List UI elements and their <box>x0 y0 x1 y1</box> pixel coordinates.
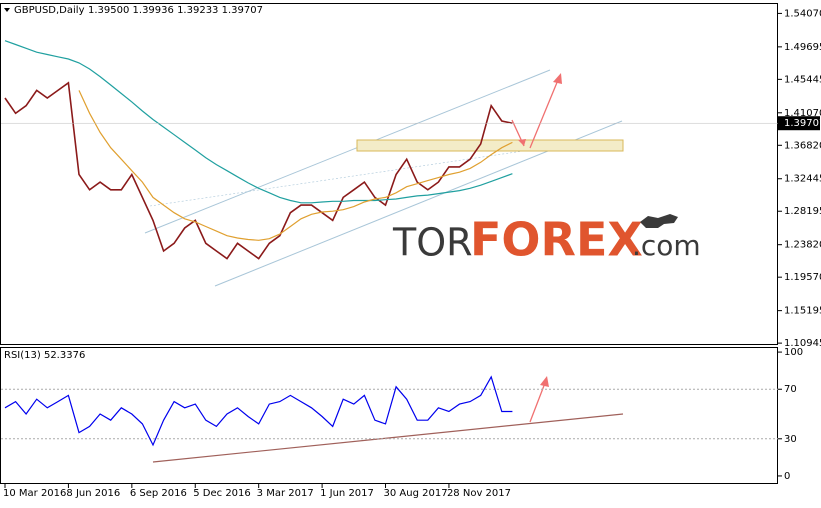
y-tick-label: 0 <box>784 471 790 482</box>
x-tick-label: 1 Jun 2017 <box>320 488 374 499</box>
y-tick-label: 30 <box>784 434 797 445</box>
bull-icon <box>640 214 678 228</box>
series-line <box>4 40 513 204</box>
price-panel <box>0 3 778 345</box>
arrow-head <box>553 73 562 84</box>
rsi-title: RSI(13) 52.3376 <box>4 350 85 361</box>
x-tick-label: 3 Mar 2017 <box>257 488 314 499</box>
y-tick-label: 1.49695 <box>784 42 821 53</box>
arrow <box>529 79 559 149</box>
y-tick-label: 1.28195 <box>784 206 821 217</box>
brand-logo: TOR FOREX .com <box>392 213 701 267</box>
channel-mid <box>149 149 531 207</box>
y-tick-label: 1.23820 <box>784 240 821 251</box>
brand-part: TOR <box>392 221 473 265</box>
y-tick-label: 1.19570 <box>784 272 821 283</box>
channel-line <box>144 69 551 234</box>
last-price-box <box>778 116 820 131</box>
brand-part: FOREX <box>470 213 643 267</box>
chart-title: GBPUSD,Daily <box>14 5 85 16</box>
y-tick-label: 1.41070 <box>784 108 821 119</box>
rsi-panel <box>0 347 778 484</box>
x-tick-label: 5 Dec 2016 <box>193 488 251 499</box>
last-price-label: 1.39707 <box>784 118 821 129</box>
y-tick-label: 1.10945 <box>784 338 821 349</box>
y-tick-label: 1.45445 <box>784 74 821 85</box>
series-line <box>4 375 513 447</box>
y-tick-label: 100 <box>784 347 803 358</box>
menu-triangle <box>4 8 10 12</box>
y-tick-label: 1.54070 <box>784 8 821 19</box>
x-tick-label: 30 Aug 2017 <box>384 488 448 499</box>
resistance-zone <box>356 139 624 152</box>
series-line <box>78 90 513 241</box>
brand-part: .com <box>632 229 701 262</box>
y-tick-label: 1.15195 <box>784 306 821 317</box>
x-tick-label: 8 Jun 2016 <box>66 488 120 499</box>
y-tick-label: 1.32445 <box>784 174 821 185</box>
arrow-head <box>518 139 526 146</box>
y-tick-label: 70 <box>784 384 797 395</box>
rsi-trendline <box>152 413 624 463</box>
y-tick-label: 1.36820 <box>784 140 821 151</box>
x-tick-label: 6 Sep 2016 <box>130 488 187 499</box>
x-tick-label: 28 Nov 2017 <box>447 488 511 499</box>
ohlc-header: 1.39500 1.39936 1.39233 1.39707 <box>88 5 263 16</box>
series-line <box>4 81 513 260</box>
arrow-head <box>540 376 549 387</box>
annotations <box>144 69 624 463</box>
x-tick-label: 10 Mar 2016 <box>3 488 66 499</box>
